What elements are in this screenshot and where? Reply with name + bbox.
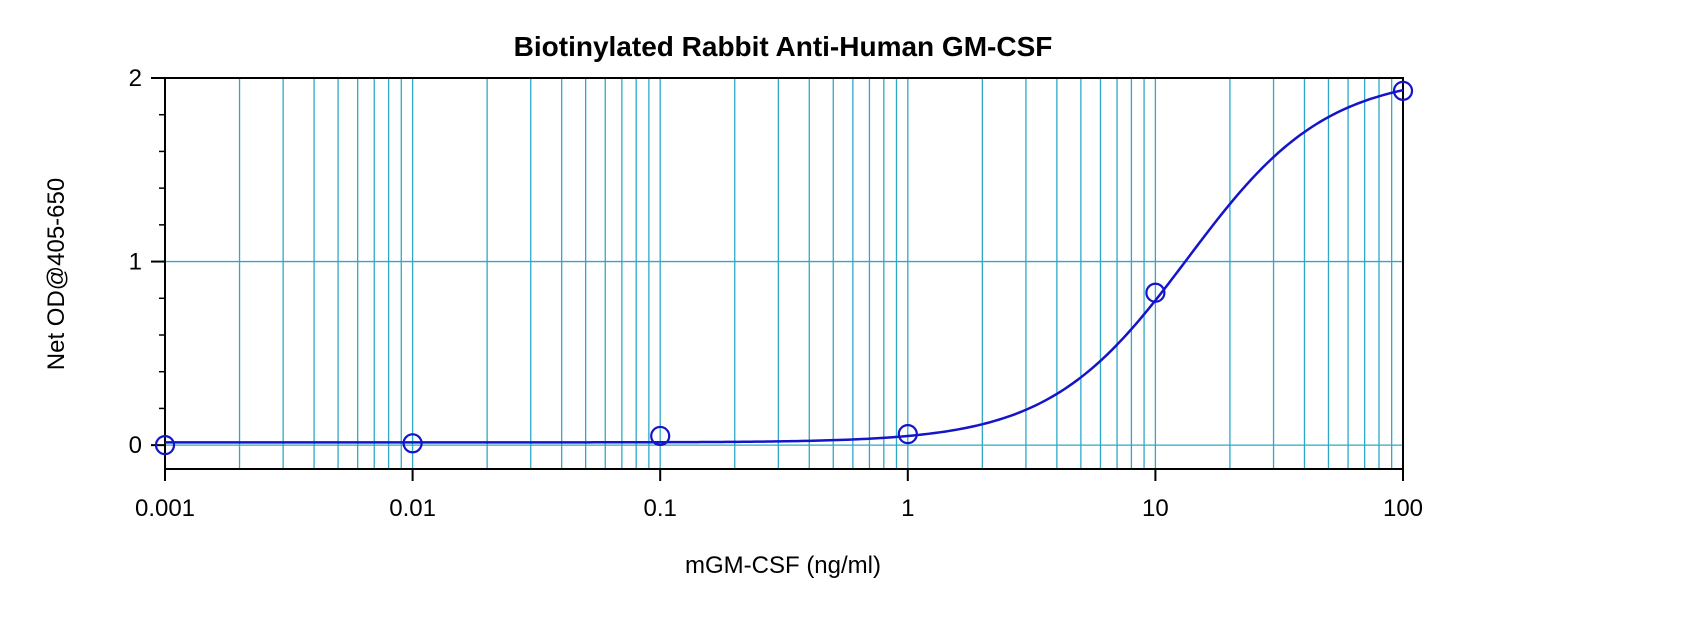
y-tick-label: 1 [129, 249, 142, 276]
data-points [154, 80, 1414, 456]
x-tick-label: 0.1 [644, 495, 677, 522]
chart-title: Biotinylated Rabbit Anti-Human GM-CSF [514, 31, 1053, 62]
x-tick-label: 10 [1142, 495, 1169, 522]
fit-curve-line [165, 88, 1404, 444]
y-tick-labels: 0 1 2 [129, 65, 142, 459]
x-tick-label: 1 [901, 495, 914, 522]
data-point [1392, 80, 1414, 101]
x-axis-label: mGM-CSF (ng/ml) [685, 552, 881, 579]
data-point [897, 424, 918, 445]
data-point [154, 435, 176, 456]
x-tick-label: 0.001 [135, 495, 195, 522]
y-tick-label: 2 [129, 65, 142, 92]
data-point [650, 425, 671, 447]
x-tick-label: 0.01 [389, 495, 436, 522]
y-axis-label: Net OD@405-650 [43, 178, 70, 370]
data-point [1145, 282, 1166, 303]
grid-lines [165, 78, 1403, 469]
data-point [402, 433, 423, 454]
plot-frame [164, 77, 1404, 470]
y-tick-label: 0 [129, 432, 142, 459]
x-tick-labels: 0.001 0.01 0.1 1 10 100 [135, 495, 1423, 522]
axis-ticks [151, 77, 1404, 481]
x-tick-label: 100 [1383, 495, 1423, 522]
